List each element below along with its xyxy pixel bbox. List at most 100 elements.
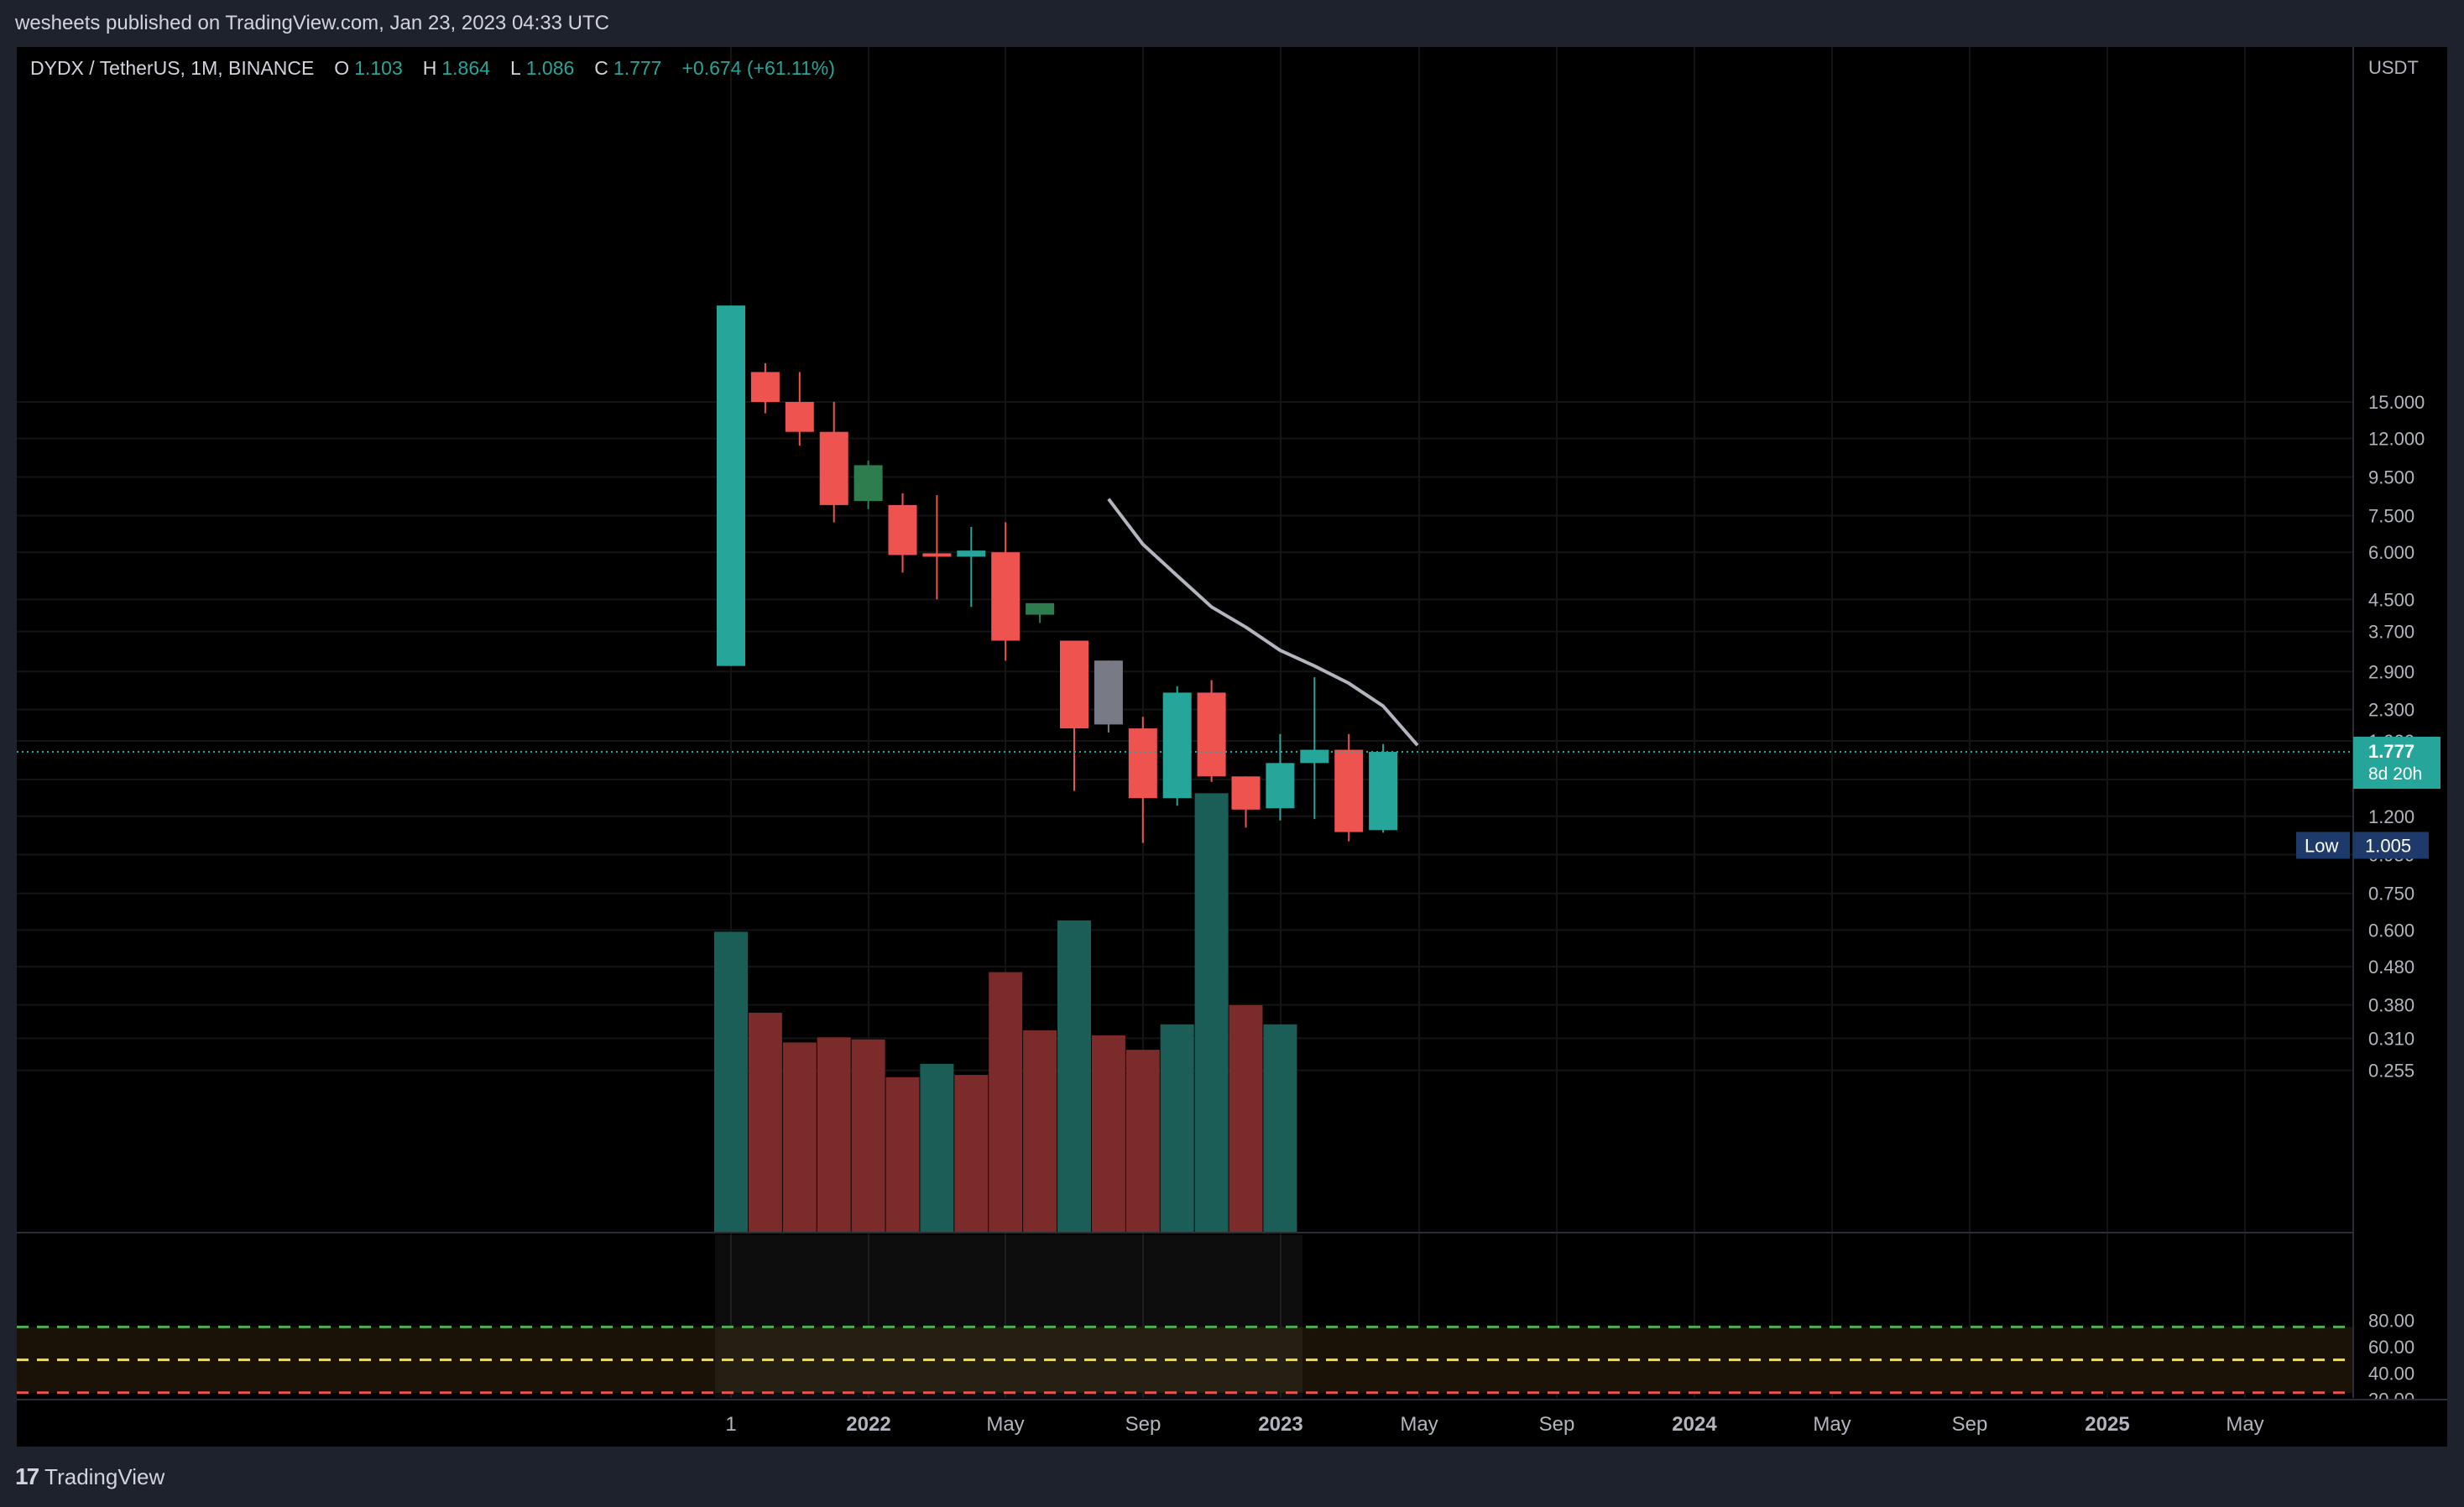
legend-low-value: 1.086 [525,57,575,79]
candle-body [819,431,848,505]
candle-body [750,372,780,403]
volume-bar [954,1075,989,1232]
time-axis [17,1400,2447,1447]
moving-average-line [1107,498,1419,747]
candle [750,362,780,414]
publisher-bar: wesheets published on TradingView.com, J… [0,0,2464,47]
x-tick-label: 2025 [2085,1413,2129,1436]
volume-bar [817,1037,851,1232]
candle-body [1300,749,1329,764]
volume-bar [989,972,1023,1232]
volume-bar [1091,1035,1125,1232]
x-tick-label: 2023 [1258,1413,1302,1436]
candle-body [991,552,1021,641]
volume-bar [1229,1004,1263,1232]
volume-bar [1160,1024,1194,1232]
candle-body [1369,752,1398,831]
y-tick-label: 9.500 [2368,467,2414,488]
tradingview-logo[interactable]: 17 TradingView [15,1462,164,1492]
volume-bar [782,1042,817,1232]
candle-body [1334,749,1364,832]
last-price-value: 1.777 [2368,741,2414,762]
x-tick-label: Sep [1539,1413,1575,1436]
candle [1197,680,1226,782]
price-axis [2353,47,2447,1398]
y-tick-label: 6.000 [2368,542,2414,563]
tradingview-logo-icon: 17 [15,1463,39,1489]
y-tick-label: 7.500 [2368,506,2414,527]
candle-body [1026,602,1055,615]
candles [717,305,1398,843]
candle-body [717,305,745,666]
y-tick-label: 0.310 [2368,1028,2414,1049]
legend-open-label: O [334,57,350,79]
volume-bar [1263,1024,1297,1232]
candle [1300,677,1329,820]
candle-body [1162,692,1192,799]
candle-body [1094,660,1123,725]
x-tick-label: May [986,1413,1024,1436]
x-tick-label: 2024 [1672,1413,1717,1436]
y-tick-label: 4.500 [2368,589,2414,610]
candle [957,527,986,607]
legend-change: +0.674 (+61.11%) [681,57,835,79]
last-price-badge [2353,737,2441,790]
oscillator-tick-label: 60.00 [2368,1337,2414,1358]
footer-bar [0,1447,2464,1507]
y-tick-label: 0.600 [2368,920,2414,941]
candle [1060,640,1088,791]
legend-close-label: C [594,57,608,79]
x-tick-label: May [1813,1413,1851,1436]
volume-bar [851,1039,885,1232]
y-tick-label: 0.750 [2368,884,2414,905]
oscillator-pane [17,1235,2353,1398]
volume-bars [714,793,1297,1232]
volume-bar [885,1077,920,1232]
candle [922,495,952,600]
y-tick-label: 12.000 [2368,429,2425,450]
candle-body [1231,776,1261,810]
y-tick-label: 1.200 [2368,806,2414,827]
y-tick-label: 15.000 [2368,392,2425,413]
y-tick-label: 0.380 [2368,995,2414,1016]
low-marker-value: 1.005 [2365,835,2411,856]
x-tick-label: Sep [1125,1413,1162,1436]
candle [785,372,814,446]
candle-body [1128,728,1157,799]
candle [819,402,848,523]
candle-body [854,465,883,502]
volume-bar [1125,1050,1160,1232]
tradingview-brand: TradingView [44,1463,165,1489]
y-tick-label: 2.900 [2368,661,2414,682]
candle-body [785,402,814,432]
candle [717,305,745,666]
candle [888,493,917,573]
volume-bar [1023,1030,1057,1232]
legend-high-label: H [422,57,437,79]
candle-body [1266,763,1295,809]
candle [1369,743,1398,833]
candle [1334,733,1364,842]
legend-high-value: 1.864 [441,57,490,79]
oscillator-tick-label: 40.00 [2368,1363,2414,1384]
candle [1094,660,1123,733]
x-tick-label: May [2226,1413,2263,1436]
y-tick-label: 0.255 [2368,1061,2414,1082]
low-marker-label: Low [2305,835,2338,856]
candle [1231,776,1261,828]
candle-body [1197,692,1226,777]
x-tick-label: 1 [725,1413,736,1436]
x-tick-label: Sep [1952,1413,1988,1436]
legend-open-value: 1.103 [354,57,403,79]
legend-low-label: L [509,57,521,79]
publisher-text: wesheets published on TradingView.com, J… [15,12,609,34]
candle [854,460,883,509]
candle-body [922,553,952,557]
oscillator-tick-label: 80.00 [2368,1311,2414,1332]
volume-bar [1057,920,1091,1232]
y-tick-label: 2.300 [2368,700,2414,721]
candle [1162,686,1192,806]
low-marker-label-bg [2296,832,2350,859]
candle-body [888,504,917,555]
